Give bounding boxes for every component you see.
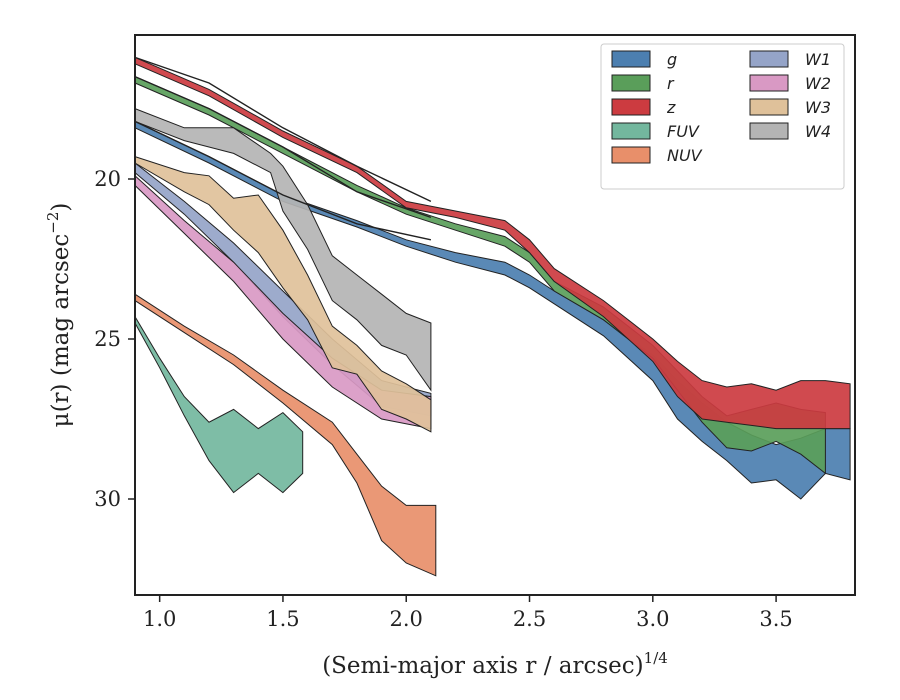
legend: grz FUV NUV W1 W2 W3 W4 [600, 43, 845, 190]
legend-label-w4: W4 [805, 122, 831, 141]
band-fuv [134, 314, 304, 494]
band-g [134, 120, 851, 500]
model-line-2 [134, 75, 432, 219]
legend-swatch-w1 [749, 50, 789, 68]
legend-label-r: r [667, 74, 675, 93]
legend-label-w2: W2 [805, 74, 831, 93]
legend-swatch-r [611, 74, 651, 92]
x-axis-label: (Semi-major axis r / arcsec)1/4 [322, 649, 668, 679]
x-tick-label: 1.0 [143, 607, 176, 631]
data-bands [134, 56, 851, 577]
x-tick-label: 3.0 [636, 607, 669, 631]
legend-swatch-g [611, 50, 651, 68]
y-axis-label-close: ) [48, 203, 74, 212]
x-axis-label-exponent: 1/4 [644, 649, 668, 667]
y-axis-label-text: μ(r) (mag arcsec [48, 234, 74, 428]
legend-label-z: z [666, 98, 676, 117]
plot-frame [134, 34, 856, 596]
y-tick-label: 30 [94, 487, 121, 511]
legend-label-w1: W1 [805, 50, 831, 69]
legend-label-fuv: FUV [667, 122, 700, 141]
legend-swatch-w4 [749, 122, 789, 140]
legend-swatch-z [611, 98, 651, 116]
band-w4 [134, 107, 432, 392]
model-line-1 [134, 56, 432, 203]
y-axis-label-exponent: −2 [44, 212, 62, 234]
x-axis-label-text: (Semi-major axis r / arcsec) [322, 653, 643, 679]
y-axis-ticks: 20 25 30 [94, 167, 135, 511]
y-axis-label: μ(r) (mag arcsec−2) [44, 203, 74, 428]
model-line-3 [134, 120, 432, 241]
legend-swatch-nuv [611, 146, 651, 164]
x-axis-ticks: 1.0 1.5 2.0 2.5 3.0 3.5 [143, 595, 793, 631]
y-tick-label: 20 [94, 167, 121, 191]
band-nuv [134, 293, 437, 577]
legend-swatch-w2 [749, 74, 789, 92]
band-r [134, 75, 826, 475]
band-z [134, 56, 851, 430]
legend-label-w3: W3 [805, 98, 831, 117]
model-lines [134, 56, 432, 241]
x-tick-label: 2.5 [513, 607, 546, 631]
x-tick-label: 2.0 [390, 607, 423, 631]
x-tick-label: 3.5 [759, 607, 792, 631]
y-tick-label: 25 [94, 327, 121, 351]
legend-label-g: g [667, 50, 677, 69]
legend-label-nuv: NUV [667, 146, 703, 165]
legend-swatch-fuv [611, 122, 651, 140]
x-tick-label: 1.5 [266, 607, 299, 631]
band-w3 [134, 155, 432, 433]
legend-swatch-w3 [749, 98, 789, 116]
